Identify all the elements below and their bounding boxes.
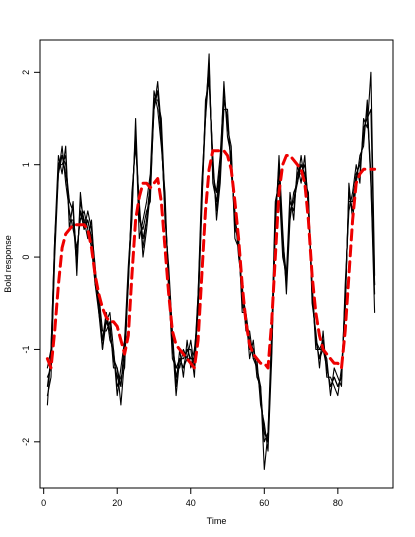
- y-tick-label: 0: [21, 255, 31, 260]
- x-tick-label: 40: [186, 498, 196, 508]
- x-tick-label: 60: [259, 498, 269, 508]
- y-tick-label: 1: [21, 162, 31, 167]
- fitted-series-line: [45, 149, 377, 370]
- y-axis: -2 -1 0 1 2: [21, 70, 41, 446]
- y-tick-label: -2: [21, 438, 31, 446]
- x-tick-label: 20: [112, 498, 122, 508]
- x-tick-label: 0: [41, 498, 46, 508]
- x-axis-label: Time: [207, 516, 227, 526]
- x-tick-label: 80: [333, 498, 343, 508]
- y-axis-label: Bold response: [3, 235, 13, 293]
- y-tick-label: -1: [21, 345, 31, 353]
- y-tick-label: 2: [21, 70, 31, 75]
- observed-series-line-5: [46, 71, 376, 471]
- series-layer: [45, 53, 377, 471]
- x-axis: 0 20 40 60 80: [41, 487, 343, 508]
